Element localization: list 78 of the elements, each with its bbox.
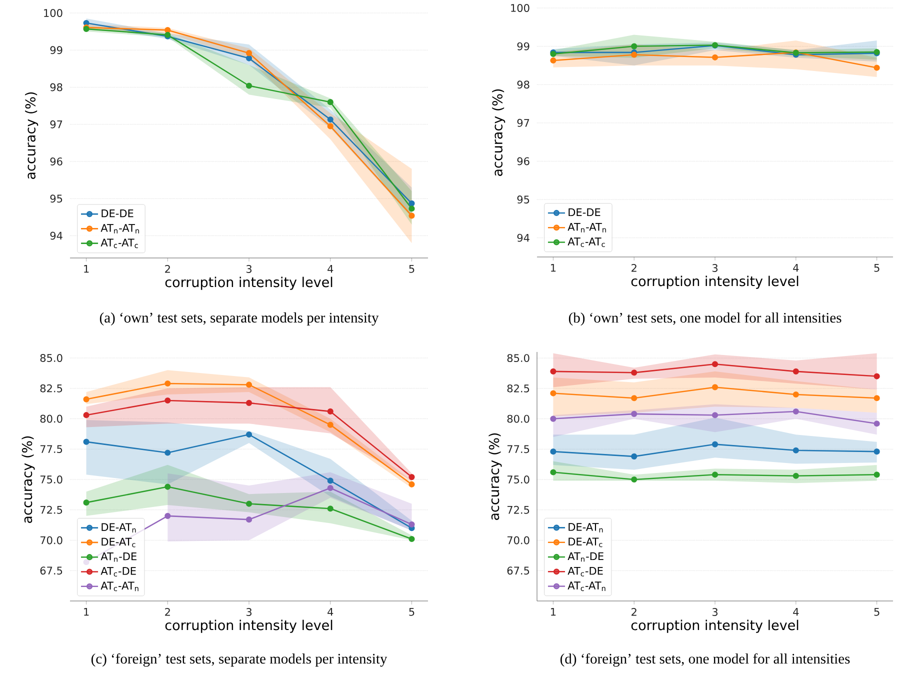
legend-label: AT$_{n}$-DE: [568, 552, 604, 562]
y-tick-label: 99: [517, 42, 530, 50]
y-tick-label: 100: [44, 9, 62, 17]
y-axis-title: accuracy (%): [22, 436, 35, 523]
x-axis-title: corruption intensity level: [631, 276, 798, 289]
x-tick-label: 4: [793, 264, 799, 272]
y-tick-label: 98: [517, 80, 530, 89]
x-tick-label: 5: [874, 264, 880, 272]
x-tick-label: 2: [165, 265, 170, 273]
y-tick-label: 75.0: [507, 476, 530, 484]
x-tick-label: 1: [551, 264, 556, 272]
legend-label: AT$_{n}$-DE: [100, 552, 136, 562]
legend-label: AT$_{n}$-AT$_{n}$: [100, 224, 139, 234]
legend-label: DE-AT$_{c}$: [102, 538, 136, 548]
y-tick-label: 82.5: [40, 384, 62, 392]
legend-label: AT$_{c}$-AT$_{c}$: [100, 238, 138, 248]
y-tick-label: 97: [50, 120, 62, 128]
x-tick-label: 2: [165, 608, 170, 616]
x-tick-label: 2: [632, 264, 636, 272]
y-axis-title: accuracy (%): [25, 92, 38, 179]
y-tick-label: 85.0: [507, 354, 530, 362]
y-tick-label: 70.0: [507, 536, 530, 544]
legend-label: DE-AT$_{c}$: [568, 538, 602, 548]
y-tick-label: 98: [50, 83, 62, 92]
y-tick-label: 94: [517, 234, 530, 242]
x-tick-label: 4: [328, 265, 334, 273]
legend-label: AT$_{c}$-AT$_{n}$: [568, 582, 606, 592]
legend-label: AT$_{n}$-AT$_{n}$: [568, 223, 606, 232]
y-axis-title: accuracy (%): [488, 433, 502, 520]
x-tick-label: 3: [246, 265, 252, 273]
y-tick-label: 80.0: [40, 414, 62, 423]
x-tick-label: 1: [84, 265, 89, 273]
y-tick-label: 100: [511, 4, 530, 12]
y-tick-label: 85.0: [40, 354, 62, 362]
legend-label: AT$_{c}$-AT$_{c}$: [568, 238, 605, 248]
x-tick-label: 3: [246, 608, 252, 616]
y-tick-label: 96: [517, 157, 530, 166]
y-tick-label: 75.0: [40, 476, 62, 484]
text: (b) ‘own’ test sets, one model for all intensities: [568, 312, 842, 326]
y-tick-label: 70.0: [40, 536, 62, 544]
legend-label: DE-DE: [102, 209, 134, 218]
legend-label: DE-AT$_{n}$: [568, 523, 603, 532]
x-axis-title: corruption intensity level: [165, 276, 332, 290]
x-tick-label: 4: [328, 608, 334, 616]
y-tick-label: 99: [50, 46, 62, 54]
legend-label: AT$_{c}$-DE: [568, 567, 603, 576]
text: (c) ‘foreign’ test sets, separate models per intensity: [91, 653, 388, 667]
text: (d) ‘foreign’ test sets, one model for all intensities: [560, 653, 850, 667]
x-tick-label: 1: [84, 608, 89, 616]
x-tick-label: 5: [874, 608, 880, 616]
y-tick-label: 95: [50, 194, 62, 203]
x-axis-title: corruption intensity level: [165, 620, 332, 633]
y-tick-label: 94: [50, 232, 62, 240]
x-tick-label: 2: [632, 608, 636, 616]
x-tick-label: 5: [409, 608, 414, 616]
y-tick-label: 67.5: [507, 566, 530, 575]
y-tick-label: 96: [50, 157, 62, 166]
legend-label: DE-DE: [568, 208, 600, 216]
legend-label: AT$_{c}$-AT$_{n}$: [100, 582, 138, 592]
y-tick-label: 80.0: [507, 414, 530, 423]
x-tick-label: 1: [551, 608, 556, 616]
y-axis-title: accuracy (%): [492, 89, 506, 176]
legend-label: DE-AT$_{n}$: [102, 523, 136, 533]
x-tick-label: 3: [712, 608, 718, 616]
text: (a) ‘own’ test sets, separate models per intensity: [100, 312, 379, 326]
y-tick-label: 77.5: [40, 445, 62, 454]
y-tick-label: 72.5: [507, 506, 530, 514]
y-tick-label: 67.5: [40, 566, 62, 575]
x-tick-label: 4: [793, 608, 799, 616]
x-axis-title: corruption intensity level: [631, 620, 798, 633]
x-tick-label: 3: [712, 264, 718, 272]
legend-label: AT$_{c}$-DE: [100, 567, 136, 577]
x-tick-label: 5: [409, 265, 414, 273]
y-tick-label: 97: [517, 118, 530, 127]
y-tick-label: 95: [517, 196, 530, 204]
y-tick-label: 82.5: [507, 384, 530, 392]
y-tick-label: 77.5: [507, 445, 530, 454]
y-tick-label: 72.5: [40, 506, 62, 514]
